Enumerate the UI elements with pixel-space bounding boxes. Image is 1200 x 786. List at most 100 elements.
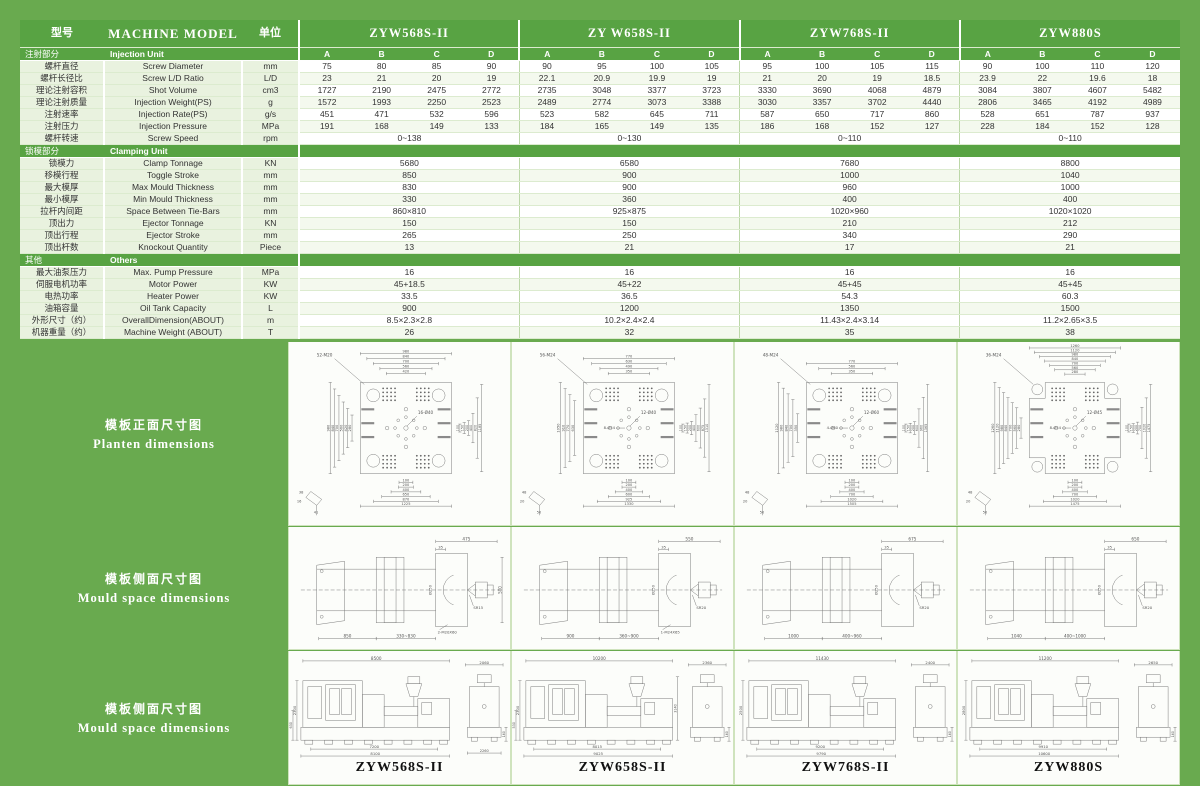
machine-elevation-drawing: 10200 8015 9025 2300 530 3140 2360 160 ZYW658S-I… <box>511 651 734 785</box>
spec-row: 最大模厚 Max Mould Thickness mm 830 900 960 1000 <box>20 181 1180 194</box>
spec-value-cell: 18 <box>1124 72 1180 85</box>
spec-value-cell: 850 <box>298 169 520 182</box>
spec-value-cell: 21 <box>959 241 1180 254</box>
svg-text:1020: 1020 <box>847 497 857 501</box>
spec-row: 拉杆内间距 Space Between Tie-Bars mm 860×810 925×… <box>20 205 1180 218</box>
row-unit: KW <box>242 278 300 291</box>
spec-value-cell: 582 <box>574 108 630 121</box>
svg-text:150: 150 <box>906 425 910 431</box>
svg-text:1000: 1000 <box>788 634 799 639</box>
spec-row: 顶出行程 Ejector Stroke mm 265 250 340 290 <box>20 229 1180 242</box>
spec-value-cell: 45+22 <box>518 278 740 291</box>
svg-text:770: 770 <box>566 424 570 432</box>
subcol-letter: B <box>574 47 630 61</box>
platen-front-dimensions-drawing: 280 560 700 840 980 1120 1260 280 560 700 840 980 11… <box>957 342 1180 526</box>
spec-value-cell: 400 <box>959 193 1180 206</box>
spec-value-cell: 250 <box>518 229 740 242</box>
row-unit: mm <box>242 229 300 242</box>
spec-value-cell: 290 <box>959 229 1180 242</box>
drawing-label-cn: 模板正面尺寸图 <box>104 417 203 432</box>
spec-value-cell: 1500 <box>959 302 1180 315</box>
spec-value-cell: 3690 <box>794 84 850 97</box>
svg-text:160: 160 <box>1171 731 1175 737</box>
svg-text:35: 35 <box>438 545 443 549</box>
row-unit: mm <box>242 181 300 194</box>
svg-text:9200: 9200 <box>815 745 825 749</box>
row-label-en: Injection Rate(PS) <box>104 108 243 121</box>
svg-text:3140: 3140 <box>674 704 678 713</box>
spec-value-cell: 85 <box>409 60 465 73</box>
svg-text:200: 200 <box>688 425 692 431</box>
spec-value-cell: 10.2×2.4×2.4 <box>518 314 740 327</box>
row-label-cn: 螺杆长径比 <box>20 72 105 85</box>
svg-text:280: 280 <box>348 424 352 432</box>
svg-text:50: 50 <box>983 510 988 514</box>
spec-value-cell: 100 <box>794 60 850 73</box>
svg-text:SR20: SR20 <box>1142 606 1152 610</box>
spec-value-cell: 38 <box>959 326 1180 339</box>
subcol-letter: C <box>849 47 905 61</box>
svg-text:980: 980 <box>403 350 411 354</box>
row-unit: cm3 <box>242 84 300 97</box>
row-label-cn: 油箱容量 <box>20 302 105 315</box>
svg-text:160: 160 <box>725 731 729 737</box>
svg-text:150: 150 <box>1129 425 1133 431</box>
subcol-letter: D <box>684 47 740 61</box>
spec-row: 油箱容量 Oil Tank Capacity L 900 1200 1350 1500 <box>20 302 1180 315</box>
spec-value-cell: 168 <box>794 120 850 133</box>
spec-value-cell: 36.5 <box>518 290 740 303</box>
spec-value-cell: 645 <box>629 108 685 121</box>
spec-value-cell: 20 <box>794 72 850 85</box>
spec-value-cell: 2190 <box>354 84 410 97</box>
svg-text:41: 41 <box>314 510 319 514</box>
svg-text:560: 560 <box>403 365 411 369</box>
spec-value-cell: 150 <box>298 217 520 230</box>
spec-value-cell: 3073 <box>629 96 685 109</box>
spec-value-cell: 8800 <box>959 157 1180 170</box>
svg-text:11200: 11200 <box>1039 656 1053 661</box>
svg-text:700: 700 <box>1072 361 1080 365</box>
svg-text:200: 200 <box>465 425 469 431</box>
svg-text:200: 200 <box>403 483 411 487</box>
svg-text:2300: 2300 <box>516 705 520 715</box>
row-unit: rpm <box>242 132 300 145</box>
row-label-cn: 锁模力 <box>20 157 105 170</box>
svg-text:560: 560 <box>1072 366 1080 370</box>
row-unit: KN <box>242 217 300 230</box>
spec-value-cell: 23.9 <box>959 72 1015 85</box>
row-label-cn: 最小模厚 <box>20 193 105 206</box>
spec-value-cell: 105 <box>684 60 740 73</box>
svg-text:48: 48 <box>745 490 750 494</box>
svg-text:820: 820 <box>474 425 478 431</box>
row-label-cn: 顶出力 <box>20 217 105 230</box>
svg-text:150: 150 <box>460 425 464 431</box>
subcol-letter: A <box>518 47 575 61</box>
svg-text:2060: 2060 <box>479 661 489 665</box>
mould-space-dimensions-drawing: 475 35 850 330~830 500 Ø250 SR15 2-M20X60 <box>288 527 511 650</box>
header-machine-name: ZYW880S <box>958 20 1180 48</box>
svg-text:400~960: 400~960 <box>842 634 862 639</box>
spec-value-cell: 16 <box>738 266 960 279</box>
row-label-en: OverallDimension(ABOUT) <box>104 314 243 327</box>
spec-value-cell: 22.1 <box>518 72 575 85</box>
spec-value-cell: 523 <box>518 108 575 121</box>
svg-text:100: 100 <box>456 425 460 431</box>
svg-text:9025: 9025 <box>593 752 603 756</box>
drawing-row-label-machine-elevation: 模板侧面尺寸图 Mould space dimensions <box>20 651 288 786</box>
spec-value-cell: 937 <box>1124 108 1180 121</box>
row-label-cn: 注射压力 <box>20 120 105 133</box>
spec-value-cell: 5680 <box>298 157 520 170</box>
svg-text:770: 770 <box>849 360 857 364</box>
svg-text:675: 675 <box>908 536 916 541</box>
row-label-cn: 螺杆转速 <box>20 132 105 145</box>
svg-text:840: 840 <box>1072 357 1080 361</box>
svg-text:700: 700 <box>849 493 857 497</box>
svg-text:400: 400 <box>1072 488 1080 492</box>
spec-value-cell: 45+18.5 <box>298 278 520 291</box>
row-label-cn: 最大油泵压力 <box>20 266 105 279</box>
spec-value-cell: 3465 <box>1014 96 1070 109</box>
svg-text:770: 770 <box>626 355 634 359</box>
svg-text:650: 650 <box>1131 536 1139 541</box>
drawing-row-label-platen-front-dimensions: 模板正面尺寸图 Planten dimensions <box>20 342 288 527</box>
spec-value-cell: 3702 <box>849 96 905 109</box>
